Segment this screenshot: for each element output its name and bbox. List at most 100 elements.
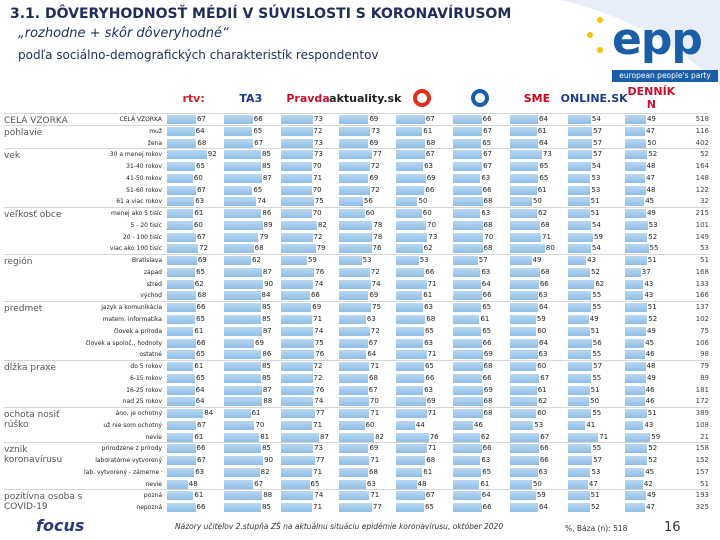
cell: 61 xyxy=(510,185,563,195)
cell: 85 xyxy=(224,373,277,383)
bar xyxy=(567,409,592,419)
cell-value: 46 xyxy=(473,420,483,429)
group-separator xyxy=(4,301,710,303)
cell-value: 63 xyxy=(195,197,205,206)
cell: 66 xyxy=(395,185,449,195)
bar xyxy=(624,420,644,430)
cell: 63 xyxy=(395,338,449,348)
bar xyxy=(167,420,196,430)
cell: 63 xyxy=(510,467,563,477)
cell: 72 xyxy=(281,361,334,372)
bar xyxy=(453,315,480,324)
cell: 56 xyxy=(567,338,621,348)
bar xyxy=(567,220,591,230)
bar xyxy=(224,244,254,254)
cell-value: 61 xyxy=(423,467,433,476)
cell: 43 xyxy=(624,420,678,430)
bar xyxy=(224,503,261,513)
bar xyxy=(624,338,645,348)
cell-value: 64 xyxy=(538,503,548,512)
cell-value: 67 xyxy=(540,373,550,382)
bar xyxy=(567,303,592,313)
cell-value: 88 xyxy=(263,397,273,406)
cell: 65 xyxy=(281,479,334,489)
row-label: ostatné xyxy=(139,351,162,359)
cell: 87 xyxy=(224,385,277,395)
bar xyxy=(453,267,481,277)
cell-value: 47 xyxy=(646,126,655,135)
group-separator xyxy=(4,407,710,409)
row-label: jazyk a komunikácia xyxy=(101,304,162,312)
bar xyxy=(567,491,590,501)
cell: 77 xyxy=(281,408,334,419)
group-separator xyxy=(4,207,710,209)
cell: 66 xyxy=(510,443,563,454)
bar xyxy=(395,303,424,313)
cell-value: 67 xyxy=(368,338,378,347)
cell-value: 47 xyxy=(588,479,598,488)
cell: 62 xyxy=(224,255,277,266)
cell-value: 76 xyxy=(315,267,325,276)
cell: 54 xyxy=(567,161,621,172)
cell-value: 48 xyxy=(646,162,656,171)
cell-value: 56 xyxy=(363,197,373,206)
cell-value: 86 xyxy=(262,209,272,218)
cell-value: 61 xyxy=(423,126,433,135)
cell: 69 xyxy=(338,173,392,183)
bar xyxy=(338,397,369,407)
cell: 53 xyxy=(510,420,563,430)
media-logo: TA3 xyxy=(239,91,263,105)
cell-value: 67 xyxy=(196,232,206,241)
bar xyxy=(167,244,199,254)
cell: 67 xyxy=(395,114,449,124)
cell-value: 69 xyxy=(197,256,207,265)
cell: 63 xyxy=(453,208,506,219)
group-separator xyxy=(4,360,710,362)
cell-value: 61 xyxy=(194,491,204,500)
bar xyxy=(624,315,648,324)
bar xyxy=(510,491,536,501)
cell: 67 xyxy=(224,138,277,148)
cell: 47 xyxy=(624,502,678,513)
cell: 68 xyxy=(453,196,506,207)
cell: 70 xyxy=(453,232,506,242)
cell-value: 50 xyxy=(532,197,542,206)
cell: 71 xyxy=(281,502,334,513)
cell-value: 44 xyxy=(415,420,425,429)
bar xyxy=(567,397,590,407)
cell: 74 xyxy=(281,490,334,501)
cell-value: 64 xyxy=(195,397,205,406)
cell: 59 xyxy=(281,255,334,266)
bar xyxy=(224,150,261,160)
bar xyxy=(624,244,649,254)
bar xyxy=(338,209,365,219)
cell: 56 xyxy=(338,196,392,207)
bar xyxy=(224,456,264,466)
base-n: 51 xyxy=(700,256,709,265)
cell: 82 xyxy=(224,467,277,477)
flag-decoration xyxy=(560,0,720,85)
group-label: ochota nosiť rúško xyxy=(4,410,60,431)
cell-value: 66 xyxy=(196,444,206,453)
base-n: 79 xyxy=(700,362,709,371)
bar xyxy=(453,491,481,501)
bar xyxy=(510,409,537,419)
cell: 52 xyxy=(624,455,678,466)
cell-value: 66 xyxy=(425,373,435,382)
base-n: 518 xyxy=(695,115,709,123)
cell: 47 xyxy=(624,173,678,183)
cell-value: 47 xyxy=(646,503,655,512)
bar xyxy=(281,373,313,383)
cell: 68 xyxy=(453,220,506,230)
cell: 75 xyxy=(281,196,334,207)
cell: 57 xyxy=(567,138,621,148)
bar xyxy=(281,220,317,230)
cell-value: 67 xyxy=(196,115,206,123)
cell: 62 xyxy=(167,279,220,289)
cell-value: 43 xyxy=(644,291,654,300)
cell-value: 69 xyxy=(483,385,493,394)
group-label: pozitívna osoba s COVID-19 xyxy=(4,492,83,513)
cell: 66 xyxy=(453,290,506,301)
bar xyxy=(281,209,312,219)
cell-value: 66 xyxy=(482,503,492,512)
